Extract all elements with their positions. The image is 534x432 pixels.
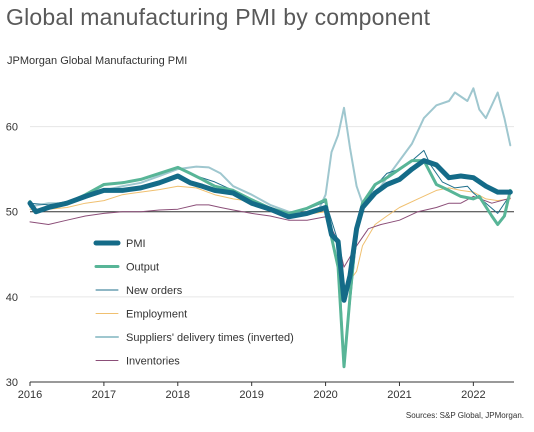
legend-label: Output xyxy=(126,262,159,274)
legend-label: PMI xyxy=(126,238,146,250)
y-tick-label: 40 xyxy=(6,292,18,304)
legend-label: Suppliers' delivery times (inverted) xyxy=(126,332,294,344)
legend-label: Inventories xyxy=(126,356,180,368)
x-tick-label: 2022 xyxy=(461,389,485,401)
chart-title: Global manufacturing PMI by component xyxy=(6,4,431,30)
series-line-inventories xyxy=(29,195,511,268)
series-lines xyxy=(27,87,513,369)
y-tick-label: 30 xyxy=(6,377,18,389)
y-tick-label: 50 xyxy=(6,207,18,219)
x-tick-label: 2017 xyxy=(92,389,116,401)
x-tick-label: 2016 xyxy=(18,389,42,401)
legend-label: Employment xyxy=(126,309,187,321)
series-line-employment xyxy=(29,185,511,289)
x-axis-ticks: 2016 2017 2018 2019 2020 2021 2022 xyxy=(18,382,486,401)
legend: PMI Output New orders Employment Suppliers' … xyxy=(93,238,294,368)
source-note: Sources: S&P Global, JPMorgan. xyxy=(405,411,524,420)
y-axis-ticks: 30 40 50 60 xyxy=(6,122,18,389)
x-tick-label: 2020 xyxy=(313,389,337,401)
gridlines xyxy=(30,126,514,383)
legend-label: New orders xyxy=(126,285,183,297)
series-line-pmi xyxy=(27,158,513,303)
series-line-new-orders xyxy=(29,149,511,362)
series-line-suppliers-delivery-times-inverted xyxy=(29,87,512,215)
x-tick-label: 2019 xyxy=(239,389,263,401)
x-tick-label: 2021 xyxy=(387,389,411,401)
y-tick-label: 60 xyxy=(6,122,18,134)
chart-subtitle: JPMorgan Global Manufacturing PMI xyxy=(7,55,188,67)
x-tick-label: 2018 xyxy=(166,389,190,401)
